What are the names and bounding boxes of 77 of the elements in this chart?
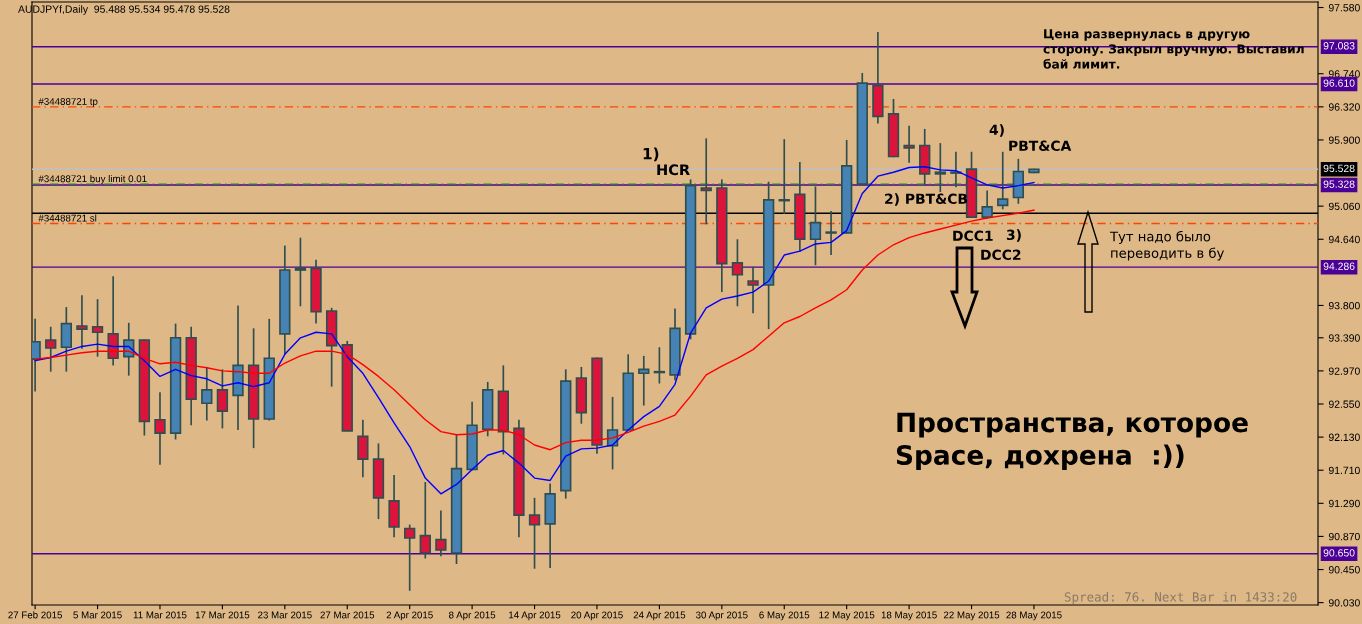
x-tick-label: 22 May 2015	[943, 611, 1000, 621]
candlestick	[154, 391, 166, 466]
x-tick-label: 14 Apr 2015	[509, 611, 561, 621]
candlestick	[60, 306, 73, 373]
y-tick-label: 91.710	[1328, 466, 1360, 475]
y-tick-label: 95.900	[1328, 136, 1360, 144]
annotation: PBT&CA	[1009, 140, 1072, 152]
candlestick	[981, 189, 993, 220]
y-tick-label: 92.970	[1328, 367, 1360, 375]
x-tick-label: 2 Apr 2015	[386, 611, 433, 621]
candlestick	[950, 150, 962, 189]
ref-line-label: #34488721 buy limit 0.01	[38, 175, 147, 185]
x-tick-label: 24 Apr 2015	[633, 611, 686, 621]
ref-line-label: 90.650	[1323, 549, 1355, 557]
y-tick-label: 92.130	[1328, 433, 1360, 441]
candlestick	[731, 238, 744, 308]
candlestick	[216, 368, 229, 430]
x-tick-label: 12 May 2015	[819, 611, 875, 621]
x-tick-label: 27 Mar 2015	[320, 611, 375, 619]
y-tick-label: 93.800	[1328, 301, 1360, 310]
ref-line-label: 97.083	[1323, 42, 1355, 50]
x-tick-label: 18 May 2015	[881, 611, 937, 621]
candlestick	[294, 236, 307, 308]
candlestick	[934, 142, 946, 193]
ref-line-label: 95.528	[1323, 164, 1355, 173]
x-tick-label: 30 Apr 2015	[695, 611, 748, 621]
ref-line-label: 96.610	[1323, 79, 1355, 87]
annotation: 1)	[643, 147, 659, 162]
candlestick	[435, 509, 447, 557]
y-tick-label: 97.580	[1328, 4, 1360, 12]
candlestick	[903, 124, 915, 164]
y-tick-label: 96.740	[1328, 70, 1360, 78]
y-tick-label: 94.640	[1328, 235, 1360, 244]
y-tick-label: 90.450	[1328, 566, 1360, 574]
ref-line-label: 95.328	[1323, 180, 1355, 188]
candlestick	[76, 294, 88, 350]
x-tick-label: 23 Mar 2015	[258, 611, 312, 619]
candlestick	[201, 366, 213, 422]
x-tick-label: 11 Mar 2015	[133, 611, 187, 619]
candlestick	[638, 355, 650, 407]
y-tick-label: 95.060	[1328, 202, 1360, 211]
x-tick-label: 5 Mar 2015	[73, 611, 122, 619]
candlestick	[700, 137, 712, 226]
y-tick-label: 96.320	[1328, 103, 1360, 111]
annotation: Пространства, которое Space, дохрена :))	[896, 412, 1248, 471]
y-tick-label: 93.390	[1328, 334, 1360, 342]
annotation: 3)	[1006, 229, 1021, 242]
candlestick	[747, 266, 759, 315]
candlestick	[91, 298, 104, 358]
text: Spread: 76. Next Bar in 1433:20	[1064, 591, 1297, 605]
candlestick	[419, 481, 431, 560]
annotation: 4)	[989, 124, 1004, 137]
candlestick	[825, 210, 837, 256]
y-tick-label: 91.290	[1328, 499, 1360, 508]
x-tick-label: 20 Apr 2015	[571, 611, 623, 621]
candlestick	[528, 496, 541, 570]
text: Цена развернулась в другую сторону. Закрыл вручную. Выставил бай лимит.	[1043, 29, 1304, 69]
y-tick-label: 90.870	[1328, 532, 1360, 541]
ref-line-label: #34488721 tp	[38, 98, 98, 107]
annotation: DCC2	[981, 249, 1021, 261]
candlestick	[809, 185, 822, 267]
ref-line-label: #34488721 sl	[38, 214, 97, 222]
ref-line-label: 94.286	[1323, 262, 1355, 270]
text: Тут надо было переводить в бу	[1109, 231, 1224, 261]
y-tick-label: 90.030	[1328, 599, 1360, 607]
candlestick	[997, 150, 1009, 211]
annotation: DCC1	[953, 230, 993, 242]
candlestick	[357, 418, 369, 479]
candlestick	[45, 325, 57, 373]
y-tick-label: 92.550	[1328, 400, 1360, 408]
candlestick	[404, 523, 416, 592]
x-tick-label: 17 Mar 2015	[195, 611, 250, 619]
x-tick-label: 27 Feb 2015	[8, 611, 63, 619]
x-tick-label: 6 May 2015	[759, 611, 810, 621]
annotation: HCR	[657, 164, 690, 176]
x-tick-label: 28 May 2015	[1006, 611, 1062, 621]
x-tick-label: 8 Apr 2015	[449, 611, 496, 621]
